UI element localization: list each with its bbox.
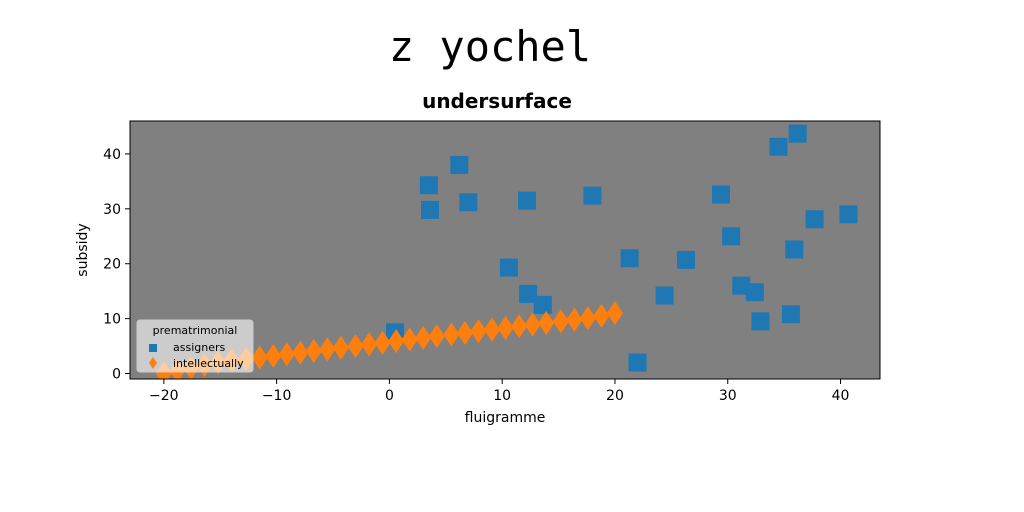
- point-assigners: [745, 283, 764, 302]
- plot-frame: [129, 120, 881, 380]
- point-assigners: [732, 276, 751, 295]
- point-intellectually: [456, 320, 473, 345]
- legend-marker-intellectually: [149, 357, 157, 369]
- point-assigners: [788, 124, 807, 143]
- y-axis-label: subsidy: [75, 223, 91, 276]
- point-intellectually: [265, 343, 282, 368]
- point-assigners: [620, 249, 639, 268]
- x-tick-label: −20: [149, 388, 179, 404]
- point-assigners: [785, 240, 804, 259]
- point-intellectually: [497, 315, 514, 340]
- x-tick-label: 40: [832, 388, 850, 404]
- y-tick-label: 0: [112, 367, 121, 383]
- point-intellectually: [428, 324, 445, 349]
- point-assigners: [583, 186, 602, 205]
- x-tick-label: 30: [719, 388, 737, 404]
- point-intellectually: [347, 334, 364, 359]
- point-assigners: [781, 305, 800, 324]
- x-axis-label: fluigramme: [465, 410, 546, 426]
- point-assigners: [805, 210, 824, 229]
- point-intellectually: [443, 322, 460, 347]
- point-intellectually: [538, 311, 555, 336]
- point-intellectually: [361, 332, 378, 357]
- chart-title: undersurface: [422, 89, 572, 113]
- point-intellectually: [484, 317, 501, 342]
- point-intellectually: [251, 345, 268, 370]
- y-tick-label: 40: [103, 147, 121, 163]
- legend-title: prematrimonial: [153, 324, 238, 337]
- figure-suptitle: z yochel: [388, 22, 592, 71]
- y-tick-label: 30: [103, 202, 121, 218]
- point-intellectually: [292, 340, 309, 365]
- point-assigners: [519, 284, 538, 303]
- point-assigners: [421, 200, 439, 219]
- point-assigners: [711, 185, 730, 204]
- point-intellectually: [305, 339, 322, 364]
- point-assigners: [655, 286, 674, 305]
- point-assigners: [459, 193, 478, 212]
- legend: prematrimonial assigners intellectually: [136, 319, 254, 373]
- point-intellectually: [524, 312, 541, 337]
- point-assigners: [751, 312, 770, 331]
- point-assigners: [419, 176, 438, 195]
- point-intellectually: [278, 342, 295, 367]
- point-assigners: [628, 353, 647, 372]
- point-intellectually: [511, 314, 528, 339]
- y-tick-label: 20: [103, 257, 121, 273]
- x-tick-label: 20: [606, 388, 624, 404]
- x-tick-label: −10: [262, 388, 292, 404]
- x-tick-label: 10: [493, 388, 511, 404]
- point-assigners: [533, 295, 552, 314]
- point-assigners: [499, 258, 518, 277]
- legend-label-intellectually: intellectually: [173, 357, 244, 370]
- point-intellectually: [415, 325, 432, 350]
- point-intellectually: [374, 330, 391, 355]
- point-assigners: [677, 250, 696, 269]
- point-intellectually: [606, 301, 623, 326]
- x-tick-label: 0: [385, 388, 394, 404]
- point-intellectually: [388, 329, 405, 354]
- point-intellectually: [401, 327, 418, 352]
- point-assigners: [517, 191, 536, 210]
- point-intellectually: [332, 335, 349, 360]
- legend-box: [136, 319, 254, 373]
- point-intellectually: [579, 306, 596, 331]
- point-intellectually: [319, 337, 336, 362]
- y-tick-label: 10: [103, 312, 121, 328]
- point-intellectually: [566, 307, 583, 332]
- point-intellectually: [593, 303, 610, 328]
- point-assigners: [769, 137, 788, 156]
- point-assigners: [722, 227, 741, 246]
- legend-label-assigners: assigners: [173, 341, 226, 354]
- point-assigners: [839, 205, 858, 224]
- point-intellectually: [470, 319, 487, 344]
- point-assigners: [450, 155, 469, 174]
- legend-marker-assigners: [149, 344, 157, 352]
- point-intellectually: [552, 309, 569, 334]
